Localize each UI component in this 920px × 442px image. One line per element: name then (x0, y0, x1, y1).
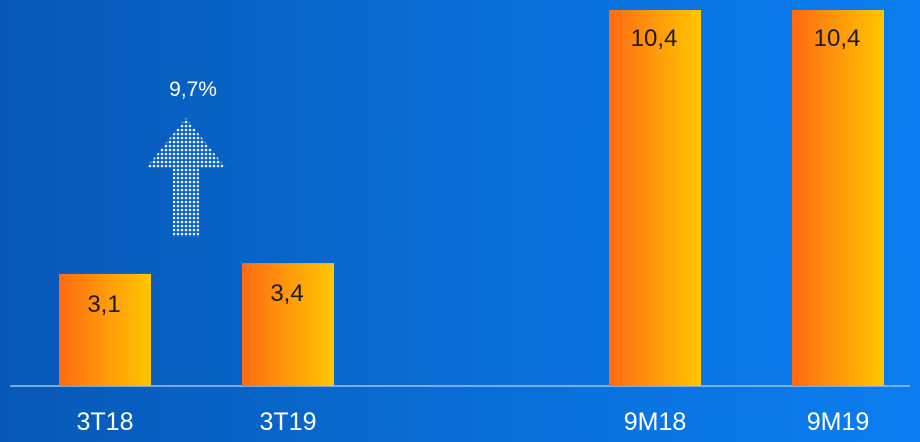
up-arrow-icon (146, 118, 226, 237)
category-label-3T18: 3T18 (77, 408, 134, 436)
bar-3T19 (242, 263, 334, 386)
bar-9M18 (609, 10, 701, 386)
value-label-3T19: 3,4 (270, 280, 303, 307)
bar-9M19 (792, 10, 884, 386)
value-label-3T18: 3,1 (87, 291, 120, 318)
value-label-9M18: 10,4 (631, 25, 678, 52)
growth-label: 9,7% (169, 78, 217, 101)
value-label-9M19: 10,4 (814, 25, 861, 52)
category-label-9M19: 9M19 (807, 408, 870, 436)
category-label-3T19: 3T19 (260, 408, 317, 436)
category-label-9M18: 9M18 (624, 408, 687, 436)
bar-3T18 (59, 273, 151, 386)
growth-annotation: 9,7% (146, 78, 226, 237)
